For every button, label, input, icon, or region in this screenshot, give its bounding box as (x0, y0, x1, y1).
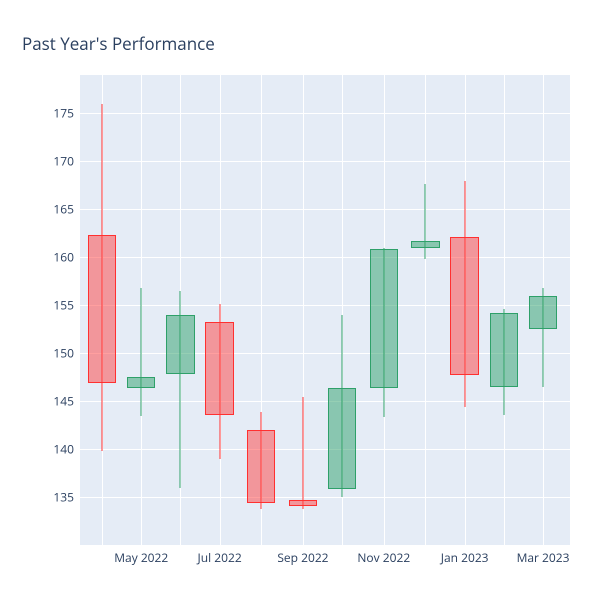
x-tick-label: May 2022 (114, 549, 168, 566)
x-tick-label: Mar 2023 (517, 549, 570, 566)
candlestick (289, 75, 317, 545)
y-tick-label: 170 (53, 153, 74, 170)
candlestick (490, 75, 518, 545)
candlestick-body (490, 313, 518, 387)
x-tick-label: Jul 2022 (198, 549, 242, 566)
x-tick-label: Jan 2023 (441, 549, 489, 566)
y-tick-label: 175 (53, 105, 74, 122)
y-tick-label: 160 (53, 249, 74, 266)
y-tick-label: 135 (53, 489, 74, 506)
candlestick (88, 75, 116, 545)
candlestick (450, 75, 478, 545)
y-axis: 135 140 145 150 155 160 165 170 175 (0, 75, 78, 545)
candlestick (205, 75, 233, 545)
candlestick-body (127, 377, 155, 388)
candlestick-body (370, 249, 398, 388)
y-tick-label: 140 (53, 441, 74, 458)
candlestick-body (247, 430, 275, 503)
candlestick-body (450, 237, 478, 375)
x-axis: May 2022 Jul 2022 Sep 2022 Nov 2022 Jan 2023… (80, 547, 570, 577)
candlestick-body (205, 322, 233, 414)
x-tick-label: Sep 2022 (277, 549, 328, 566)
candlestick (247, 75, 275, 545)
candlestick-body (328, 388, 356, 490)
candlestick-wick (425, 184, 426, 259)
x-tick-label: Nov 2022 (357, 549, 410, 566)
candlestick-wick (302, 397, 303, 508)
chart-title: Past Year's Performance (22, 32, 215, 55)
candlestick-body (529, 296, 557, 330)
chart-figure: Past Year's Performance "ABBV's Past Yea… (0, 0, 600, 600)
y-tick-label: 150 (53, 345, 74, 362)
y-tick-label: 155 (53, 297, 74, 314)
y-tick-label: 145 (53, 393, 74, 410)
candlestick-body (289, 500, 317, 506)
candlestick (166, 75, 194, 545)
candlestick-wick (141, 288, 142, 417)
plot-area (80, 75, 570, 545)
y-tick-label: 165 (53, 201, 74, 218)
candlestick (529, 75, 557, 545)
candlestick (411, 75, 439, 545)
candlestick-body (411, 241, 439, 248)
candlestick (370, 75, 398, 545)
candlestick-body (166, 315, 194, 374)
candlestick (127, 75, 155, 545)
candlestick-body (88, 235, 116, 383)
candlestick (328, 75, 356, 545)
